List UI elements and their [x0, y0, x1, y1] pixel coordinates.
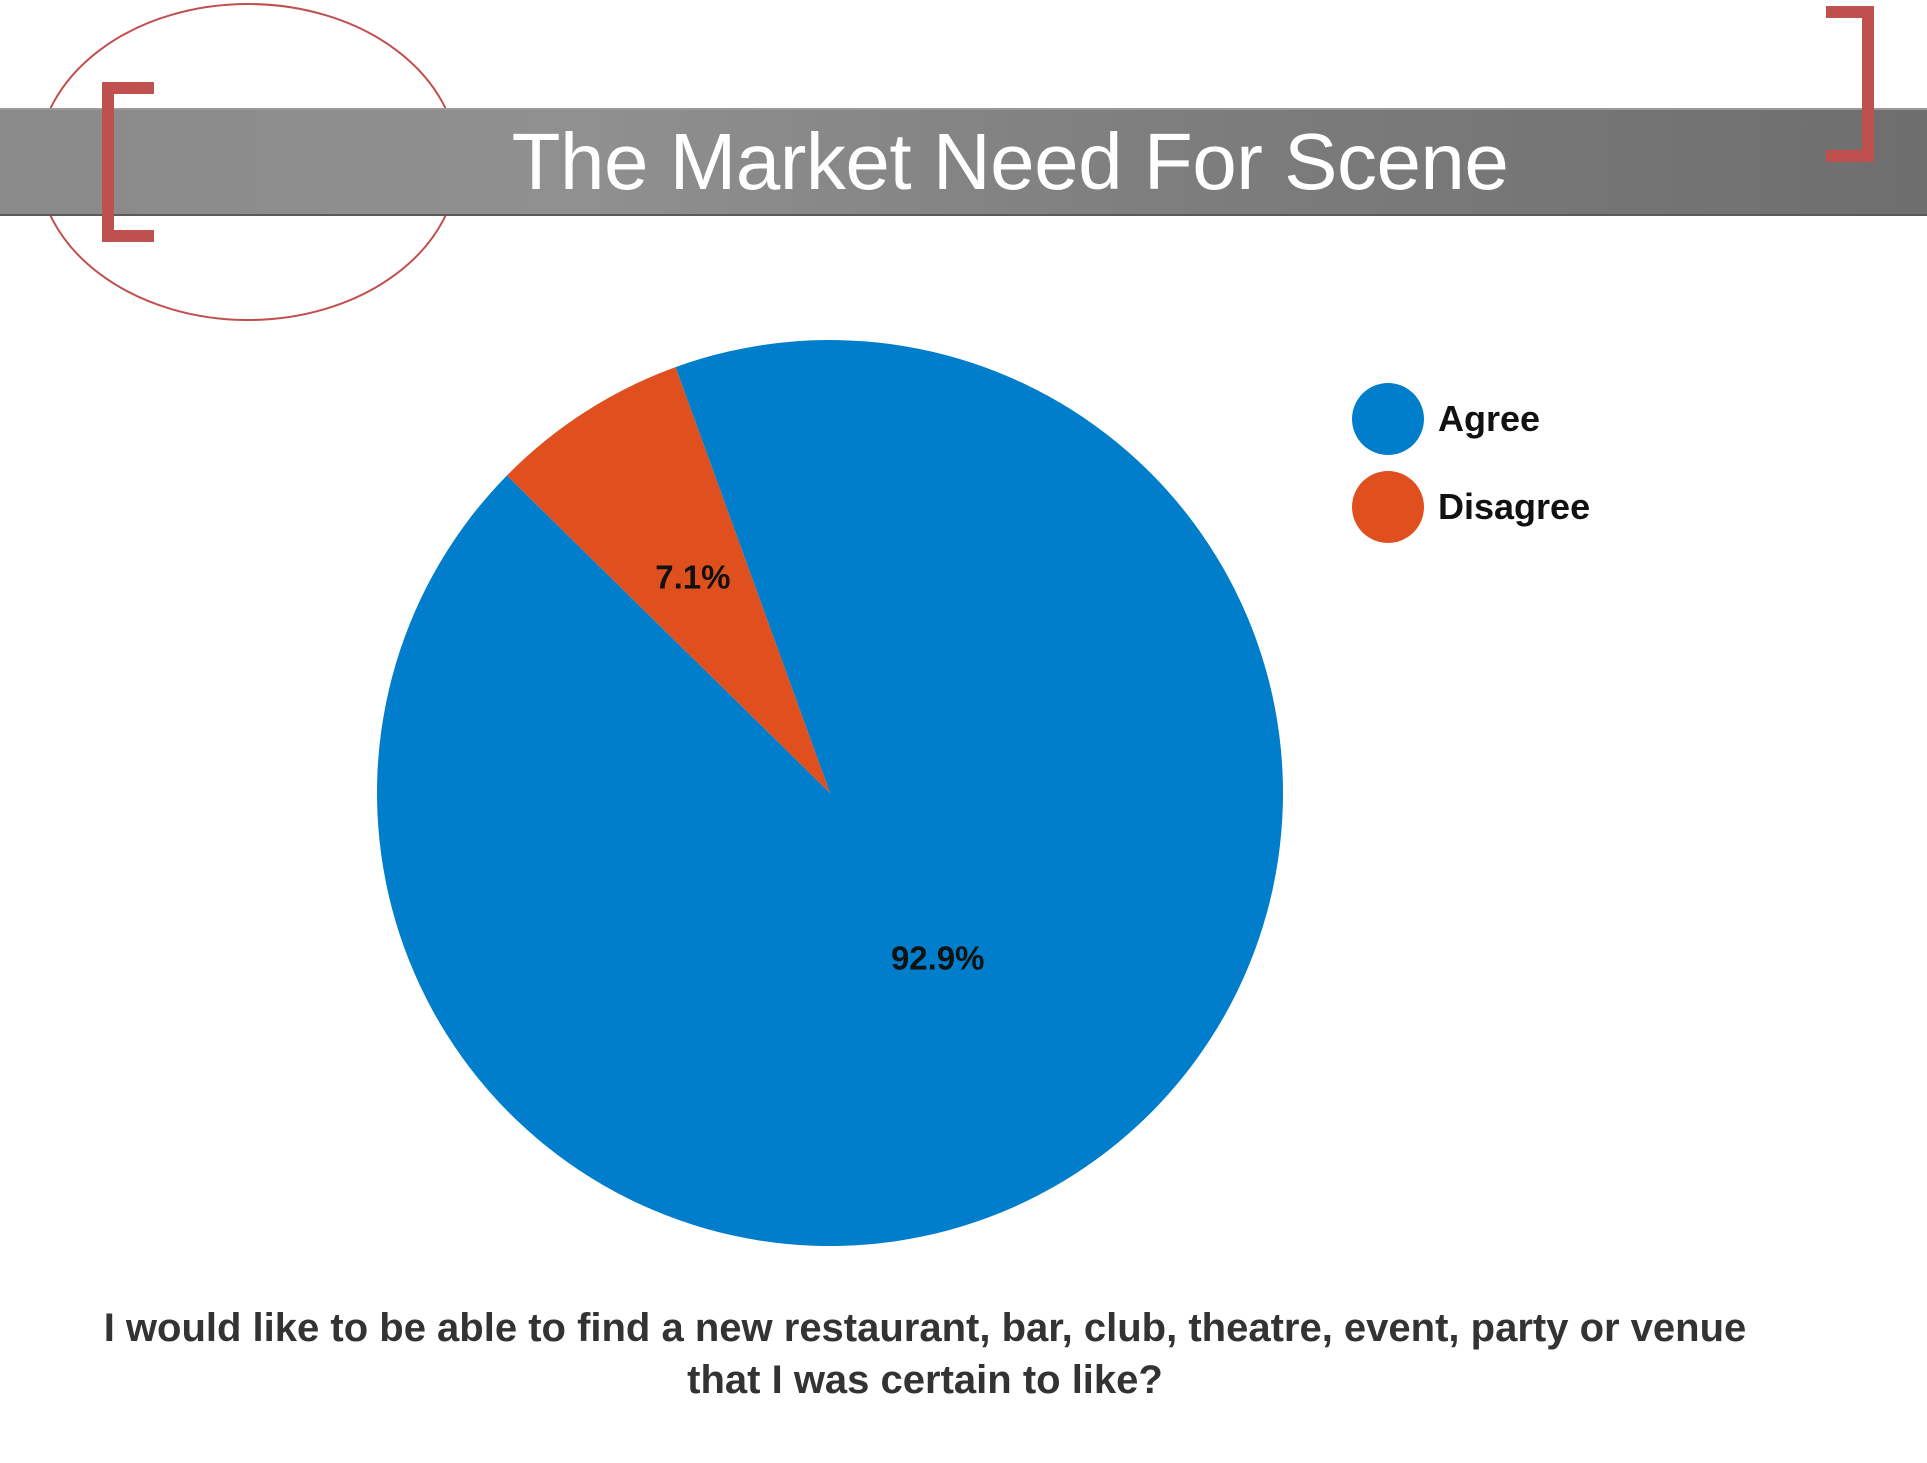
legend-swatch-disagree — [1352, 471, 1424, 543]
data-label-disagree: 7.1% — [655, 558, 730, 595]
chart-legend: Agree Disagree — [1352, 383, 1590, 559]
legend-item-disagree: Disagree — [1352, 471, 1590, 543]
survey-question: I would like to be able to find a new re… — [103, 1306, 1747, 1402]
legend-label-disagree: Disagree — [1438, 486, 1591, 527]
right-bracket-icon — [1826, 6, 1874, 162]
data-label-agree: 92.9% — [891, 939, 985, 976]
legend-swatch-agree — [1352, 383, 1424, 455]
legend-item-agree: Agree — [1352, 383, 1590, 455]
left-bracket-icon — [102, 82, 154, 242]
legend-label-agree: Agree — [1438, 398, 1541, 439]
pie-slice-disagree — [506, 367, 830, 793]
title-bar — [0, 108, 1927, 216]
slide-title: The Market Need For Scene — [511, 117, 1509, 206]
